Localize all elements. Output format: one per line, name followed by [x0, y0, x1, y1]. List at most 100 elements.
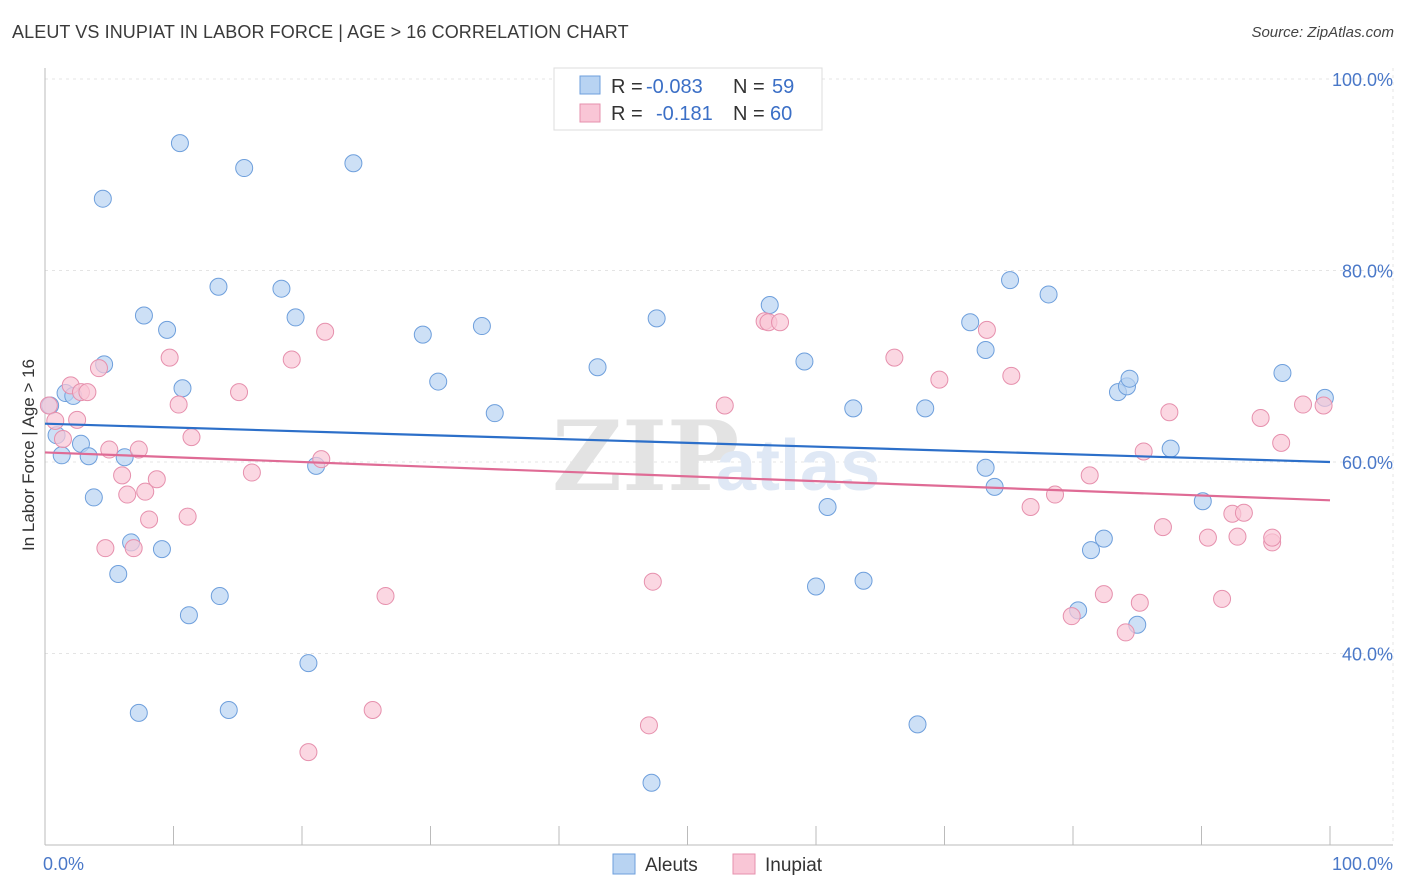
- point-inupiat-43: [1094, 585, 1113, 604]
- point-aleuts-46: [976, 458, 995, 477]
- legend: R = -0.083 N = 59 R = -0.181 N = 60: [553, 67, 823, 131]
- point-inupiat-36: [930, 370, 949, 389]
- point-aleuts-2: [52, 446, 71, 465]
- point-inupiat-2: [53, 430, 72, 449]
- point-inupiat-20: [182, 428, 201, 447]
- point-aleuts-6: [79, 447, 98, 466]
- point-aleuts-16: [158, 320, 177, 339]
- y-tick-label-2: 60.0%: [1342, 453, 1393, 473]
- point-aleuts-31: [472, 317, 491, 336]
- point-inupiat-12: [124, 539, 143, 558]
- point-inupiat-15: [140, 510, 159, 529]
- legend-n-value-aleuts: 59: [772, 76, 794, 98]
- point-aleuts-48: [1001, 271, 1020, 290]
- point-inupiat-29: [639, 716, 658, 735]
- point-aleuts-8: [93, 189, 112, 208]
- point-aleuts-7: [84, 488, 103, 507]
- point-inupiat-39: [1021, 498, 1040, 517]
- point-inupiat-38: [1002, 366, 1021, 385]
- legend-r-value-inupiat: -0.181: [656, 103, 713, 125]
- point-inupiat-16: [147, 470, 166, 489]
- point-inupiat-48: [1160, 403, 1179, 422]
- point-aleuts-49: [1039, 285, 1058, 304]
- point-aleuts-57: [1161, 439, 1180, 458]
- point-aleuts-43: [916, 399, 935, 418]
- point-inupiat-22: [242, 463, 261, 482]
- x-tick-label-0: 0.0%: [43, 854, 84, 874]
- point-inupiat-31: [715, 396, 734, 415]
- point-inupiat-56: [1263, 528, 1282, 547]
- source-label: Source: ZipAtlas.com: [1251, 24, 1394, 41]
- point-inupiat-21: [230, 383, 249, 402]
- point-inupiat-47: [1153, 518, 1172, 537]
- point-aleuts-15: [152, 540, 171, 559]
- point-aleuts-14: [134, 306, 153, 325]
- legend-r-value-aleuts: -0.083: [646, 76, 703, 98]
- point-aleuts-32: [485, 404, 504, 423]
- point-aleuts-34: [642, 773, 661, 792]
- point-inupiat-30: [643, 572, 662, 591]
- point-aleuts-23: [235, 159, 254, 178]
- y-tick-label-3: 40.0%: [1342, 645, 1393, 665]
- axes: [44, 68, 1393, 846]
- point-aleuts-25: [286, 308, 305, 327]
- point-inupiat-26: [316, 322, 335, 341]
- point-aleuts-20: [209, 277, 228, 296]
- point-aleuts-18: [173, 379, 192, 398]
- point-inupiat-35: [885, 348, 904, 367]
- point-aleuts-29: [413, 325, 432, 344]
- point-inupiat-50: [1213, 589, 1232, 608]
- point-inupiat-14: [136, 482, 155, 501]
- point-aleuts-40: [854, 571, 873, 590]
- point-inupiat-28: [376, 587, 395, 606]
- point-aleuts-13: [129, 703, 148, 722]
- bottom-legend: Aleuts Inupiat: [612, 853, 823, 876]
- point-aleuts-19: [179, 606, 198, 625]
- legend-n-label-aleuts: N =: [733, 76, 765, 98]
- point-inupiat-44: [1116, 623, 1135, 642]
- point-inupiat-27: [363, 700, 382, 719]
- x-tick-label-1: 100.0%: [1332, 854, 1393, 874]
- point-aleuts-41: [908, 715, 927, 734]
- point-inupiat-42: [1080, 466, 1099, 485]
- tick-labels: 100.0% 80.0% 60.0% 40.0% 0.0% 100.0%: [43, 70, 1393, 874]
- bottom-legend-label-inupiat: Inupiat: [765, 855, 823, 876]
- y-axis-label: In Labor Force | Age > 16: [19, 359, 38, 551]
- point-aleuts-30: [429, 372, 448, 391]
- bottom-legend-label-aleuts: Aleuts: [645, 855, 698, 876]
- point-inupiat-19: [178, 507, 197, 526]
- trend-line-inupiat: [44, 451, 1331, 502]
- bottom-legend-swatch-aleuts: [612, 853, 636, 875]
- point-inupiat-40: [1046, 485, 1065, 504]
- point-aleuts-33: [588, 358, 607, 377]
- trend-line-aleuts: [44, 422, 1331, 464]
- point-inupiat-46: [1130, 593, 1149, 612]
- point-inupiat-57: [1272, 433, 1291, 452]
- point-aleuts-22: [219, 700, 238, 719]
- point-aleuts-36: [760, 295, 779, 314]
- point-aleuts-39: [818, 498, 837, 517]
- point-aleuts-59: [1273, 363, 1292, 382]
- point-inupiat-54: [1251, 408, 1270, 427]
- point-aleuts-52: [1094, 529, 1113, 548]
- point-inupiat-41: [1062, 607, 1081, 626]
- point-inupiat-1: [46, 411, 65, 430]
- point-inupiat-13: [129, 440, 148, 459]
- series-inupiat: [39, 312, 1333, 762]
- point-aleuts-42: [844, 399, 863, 418]
- legend-r-label-aleuts: R =: [611, 76, 643, 98]
- data-points: [39, 134, 1334, 792]
- legend-n-value-inupiat: 60: [770, 103, 792, 125]
- point-inupiat-37: [977, 320, 996, 339]
- point-aleuts-44: [961, 313, 980, 332]
- point-inupiat-17: [160, 348, 179, 367]
- point-aleuts-37: [795, 352, 814, 371]
- point-aleuts-38: [807, 577, 825, 596]
- point-aleuts-55: [1120, 369, 1139, 388]
- point-aleuts-35: [647, 309, 666, 328]
- watermark-zip: ZIP: [552, 400, 739, 513]
- legend-swatch-aleuts: [579, 75, 601, 95]
- legend-n-label-inupiat: N =: [733, 103, 765, 125]
- point-aleuts-17: [170, 134, 189, 153]
